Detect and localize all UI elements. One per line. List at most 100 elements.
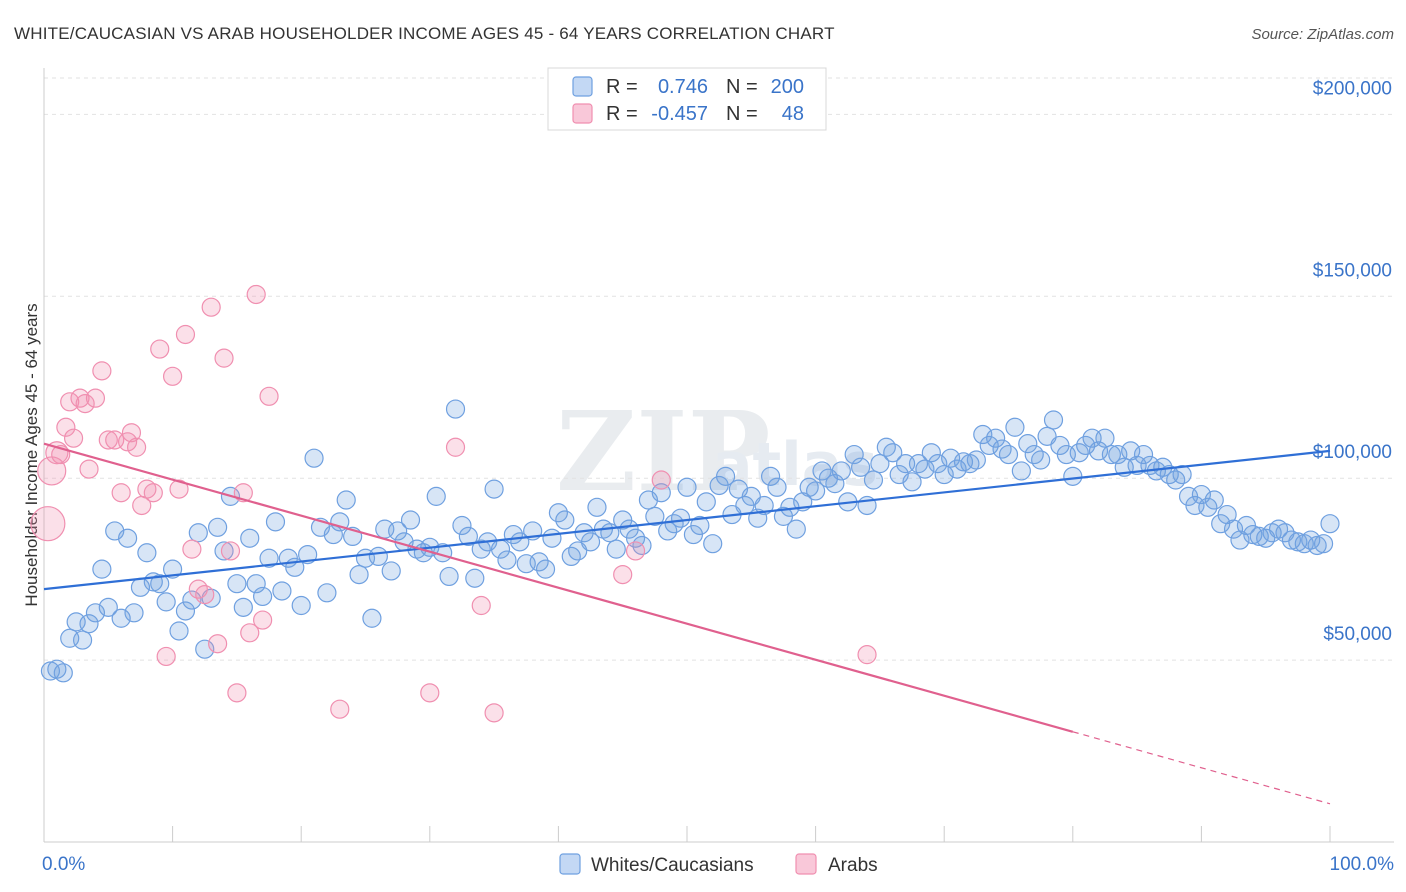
arabs-point: [98, 430, 118, 450]
whites-point: [458, 526, 478, 547]
arabs-point: [471, 595, 491, 616]
arabs-point: [182, 539, 202, 559]
whites-point: [79, 614, 99, 634]
whites-point: [1249, 526, 1269, 547]
whites-point: [1011, 461, 1031, 481]
arabs-point: [420, 683, 440, 703]
whites-point: [1101, 444, 1121, 465]
whites-point: [973, 424, 993, 445]
whites-point: [1018, 434, 1038, 454]
arabs-point: [175, 324, 196, 345]
bottom-legend-swatch-arabs: [795, 853, 817, 875]
arabs-point: [625, 541, 646, 561]
whites-point: [253, 586, 273, 607]
whites-point: [799, 477, 819, 497]
whites-point: [1204, 490, 1224, 510]
arabs-point: [137, 479, 157, 499]
arabs-point: [63, 428, 84, 448]
whites-point: [754, 495, 774, 516]
whites-point: [240, 528, 260, 548]
whites-point: [484, 479, 504, 499]
whites-point: [542, 528, 562, 548]
whites-point: [767, 477, 787, 497]
legend-r-value-whites: 0.746: [658, 76, 708, 98]
whites-point: [986, 428, 1006, 448]
whites-point: [1043, 410, 1064, 430]
arabs-point: [253, 610, 273, 630]
arabs-point: [195, 585, 215, 605]
arabs-point: [143, 483, 163, 503]
legend-r-label-arabs: R =: [606, 103, 638, 125]
whites-point: [163, 559, 183, 579]
whites-point: [690, 515, 710, 536]
whites-point: [304, 448, 324, 468]
whites-point: [452, 515, 472, 536]
whites-point: [233, 597, 253, 617]
legend-n-label-whites: N =: [726, 76, 758, 98]
arabs-point: [56, 417, 76, 437]
whites-point: [92, 559, 112, 579]
whites-point: [336, 490, 356, 510]
legend-r-value-arabs: -0.457: [651, 103, 708, 125]
arabs-point: [330, 699, 350, 719]
y-axis-label: Householder Income Ages 45 - 64 years: [22, 303, 41, 606]
arabs-point: [150, 339, 170, 359]
whites-point: [979, 435, 999, 456]
legend-swatch-arabs: [572, 103, 593, 124]
legend-n-value-arabs: 48: [782, 103, 804, 125]
arabs-point: [857, 645, 877, 665]
whites-point: [1223, 519, 1244, 539]
trend-lines: [43, 442, 1331, 805]
whites-point: [188, 523, 208, 543]
whites-point: [349, 564, 369, 585]
whites-point: [696, 492, 716, 512]
whites-point: [606, 539, 626, 559]
arabs-point: [220, 541, 241, 561]
legend-r-label-whites: R =: [606, 76, 638, 98]
whites-point: [272, 581, 292, 601]
whites-point: [998, 444, 1019, 465]
axes: [43, 68, 1394, 843]
arabs-point: [45, 441, 69, 465]
arabs-point: [201, 297, 221, 317]
whites-point: [124, 603, 144, 623]
x-tick-label-100: 100.0%: [1330, 854, 1395, 875]
arabs-point: [214, 348, 234, 368]
whites-point: [645, 506, 665, 526]
arabs-point: [60, 392, 80, 412]
whites-point: [1005, 417, 1025, 437]
arabs-point: [85, 388, 106, 408]
grid-lines: [44, 77, 1394, 661]
watermark: ZIP: [556, 387, 770, 516]
whites-point: [1095, 428, 1115, 448]
arabs-point: [30, 506, 66, 542]
whites-point: [175, 601, 196, 621]
whites-point: [137, 543, 157, 563]
whites-point: [529, 552, 549, 572]
whites-point: [1172, 464, 1192, 485]
whites-point: [227, 574, 247, 594]
arabs-point: [70, 388, 90, 408]
whites-point: [1313, 534, 1334, 554]
whites-point: [259, 548, 279, 568]
x-tick-label-0: 0.0%: [42, 854, 85, 875]
y-tick-label-200000: $200,000: [1313, 78, 1392, 99]
x-tick-labels: 0.0% 100.0%: [42, 854, 1394, 875]
whites-point: [831, 461, 851, 481]
whites-point: [715, 466, 736, 486]
trend-line-arabs: [43, 442, 1074, 733]
whites-point: [535, 559, 556, 579]
legend-n-label-arabs: N =: [726, 103, 758, 125]
legend: R = 0.746 N = 200 R = -0.457 N = 48: [547, 67, 827, 131]
whites-point: [870, 454, 890, 474]
whites-point: [1133, 444, 1154, 465]
arabs-point: [121, 423, 142, 443]
trend-line-whites: [43, 449, 1331, 591]
whites-point: [580, 532, 601, 552]
arabs-point: [111, 483, 131, 503]
arabs-point: [259, 386, 279, 406]
arabs-point: [613, 564, 633, 585]
whites-point: [400, 510, 421, 530]
watermark-atlas: atlas: [712, 430, 878, 500]
whites-point: [53, 663, 73, 683]
